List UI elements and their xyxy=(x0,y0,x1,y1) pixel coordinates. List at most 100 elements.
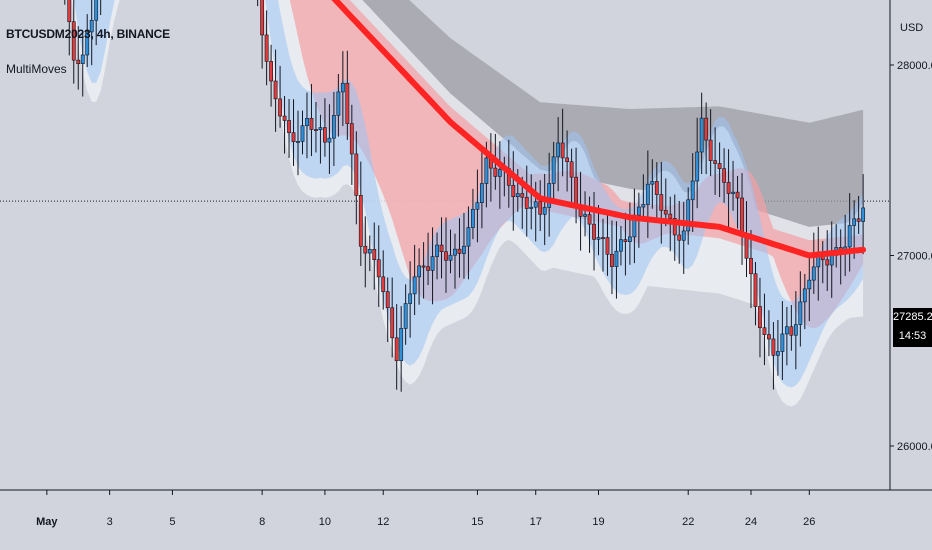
candle-body xyxy=(610,253,614,267)
candle-body xyxy=(587,214,592,225)
last-price-tag: 27285.2 14:53 xyxy=(893,308,932,347)
candle-body xyxy=(515,193,520,198)
candle-body xyxy=(493,167,498,177)
x-tick-label: 15 xyxy=(471,516,483,528)
candle-body xyxy=(650,181,655,185)
candle-body xyxy=(731,191,735,194)
candle-body xyxy=(417,265,422,278)
candle-body xyxy=(408,293,413,304)
candle-body xyxy=(327,137,332,143)
candle-body xyxy=(547,183,552,208)
candle-body xyxy=(336,91,341,116)
candle-body xyxy=(269,61,274,82)
candle-body xyxy=(708,139,713,161)
candle-body xyxy=(668,213,673,219)
candle-body xyxy=(421,265,426,268)
candle-body xyxy=(484,157,489,184)
candle-body xyxy=(89,19,94,33)
candle-body xyxy=(672,218,677,236)
candle-body xyxy=(758,306,762,329)
x-tick-label: 26 xyxy=(803,516,815,528)
candle-body xyxy=(798,301,803,325)
candle-body xyxy=(85,31,90,56)
candle-body xyxy=(847,225,852,248)
candle-body xyxy=(560,142,565,159)
candle-body xyxy=(717,163,722,169)
candle-body xyxy=(704,117,709,141)
candle-body xyxy=(453,248,457,256)
candle-body xyxy=(556,142,561,158)
candle-body xyxy=(776,351,780,356)
candle-body xyxy=(448,254,453,261)
indicator-bands xyxy=(71,0,864,407)
candle-body xyxy=(394,337,399,362)
candle-body xyxy=(538,201,543,215)
candle-body xyxy=(376,259,381,278)
candle-body xyxy=(852,218,857,226)
candle-body xyxy=(681,230,686,241)
candle-body xyxy=(367,249,372,254)
candle-body xyxy=(323,127,327,143)
candle-body xyxy=(296,141,300,143)
candle-body xyxy=(94,0,99,21)
candle-body xyxy=(596,237,601,240)
candle-body xyxy=(76,59,81,64)
x-tick-label: 22 xyxy=(682,516,694,528)
candle-body xyxy=(385,291,390,309)
candle-body xyxy=(695,151,700,182)
candles-layer xyxy=(64,0,866,392)
candle-body xyxy=(399,328,404,362)
candle-body xyxy=(789,326,794,336)
candle-body xyxy=(511,185,516,198)
candle-body xyxy=(430,256,435,271)
candle-body xyxy=(426,266,430,271)
candle-body xyxy=(605,237,610,255)
candle-body xyxy=(331,115,336,139)
candle-body xyxy=(273,80,278,100)
x-tick-label: 8 xyxy=(259,516,265,528)
symbol-title[interactable]: BTCUSDM2023, 4h, BINANCE xyxy=(6,27,170,41)
candle-body xyxy=(762,327,767,335)
candle-body xyxy=(300,125,305,142)
candle-body xyxy=(363,245,368,254)
candle-body xyxy=(740,197,744,236)
candle-body xyxy=(601,237,605,240)
moving-average-layer xyxy=(331,0,867,259)
candle-body xyxy=(623,239,628,242)
axes-layer: 26000.027000.028000.029000.030000.0May35… xyxy=(0,0,932,528)
candle-body xyxy=(475,202,480,210)
x-tick-label: 10 xyxy=(319,516,331,528)
x-tick-label: 17 xyxy=(530,516,542,528)
candle-body xyxy=(699,117,704,153)
candle-body xyxy=(583,214,587,217)
candle-body xyxy=(466,227,471,247)
candle-body xyxy=(614,250,619,267)
candle-body xyxy=(345,82,350,124)
candle-body xyxy=(291,132,296,142)
candle-body xyxy=(278,98,282,117)
candle-body xyxy=(569,161,574,178)
candle-body xyxy=(479,183,484,203)
candle-body xyxy=(677,234,682,241)
candle-body xyxy=(67,0,72,23)
x-tick-label: 24 xyxy=(745,516,757,528)
x-tick-label: 19 xyxy=(592,516,604,528)
candle-body xyxy=(793,324,798,336)
indicator-label[interactable]: MultiMoves xyxy=(6,62,67,76)
bar-countdown: 14:53 xyxy=(898,330,927,342)
candle-body xyxy=(726,182,731,194)
candle-body xyxy=(636,206,641,216)
candle-body xyxy=(412,276,417,295)
candle-body xyxy=(641,204,646,208)
candle-body xyxy=(533,201,538,208)
candle-body xyxy=(829,255,834,266)
x-tick-label: 12 xyxy=(377,516,389,528)
candle-body xyxy=(542,207,547,215)
candle-body xyxy=(260,0,265,36)
candle-body xyxy=(354,153,359,196)
candle-body xyxy=(749,257,753,275)
candle-body xyxy=(654,181,659,195)
candle-body xyxy=(565,157,570,163)
